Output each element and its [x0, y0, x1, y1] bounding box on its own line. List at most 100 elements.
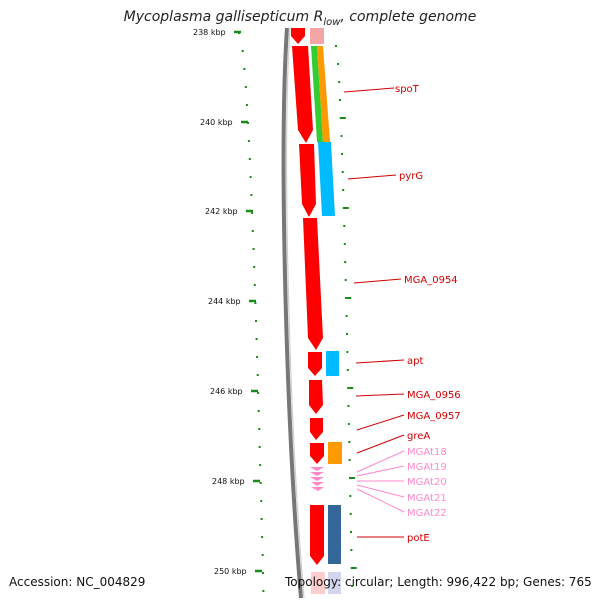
- axis-labels: 238 kbp 240 kbp 242 kbp 244 kbp 246 kbp …: [193, 28, 247, 576]
- gene-arrow-MGA_0957[interactable]: [310, 418, 323, 440]
- gene-label-MGAt19[interactable]: MGAt19: [407, 462, 447, 473]
- gene-label-spoT[interactable]: spoT: [395, 84, 420, 95]
- outer-tick: [342, 207, 349, 209]
- gene-features: [291, 28, 342, 594]
- leader-MGA_0954: [353, 278, 402, 284]
- leader-MGA_0957: [356, 414, 405, 431]
- outer-tick: [349, 495, 352, 497]
- leader-pyrG: [347, 174, 397, 180]
- outer-tick: [340, 135, 343, 137]
- outer-tick: [343, 243, 346, 245]
- genome-backbone-highlight: [286, 27, 305, 599]
- category-bar-pyrG: [318, 142, 335, 216]
- minor-tick: [262, 572, 264, 574]
- leader-MGAt22: [356, 488, 405, 513]
- tick-track: [238, 32, 265, 592]
- outer-tick: [342, 189, 345, 191]
- gene-arrow-bottom-faded: [311, 572, 325, 594]
- category-bar-potE: [328, 505, 341, 564]
- gene-arrow-spoT[interactable]: [292, 46, 313, 143]
- outer-tick: [347, 405, 350, 407]
- gene-label-pyrG[interactable]: pyrG: [399, 171, 423, 182]
- minor-tick: [259, 482, 262, 484]
- minor-tick: [256, 374, 259, 376]
- strain-subscript: low: [323, 16, 341, 28]
- gene-label-apt[interactable]: apt: [407, 356, 423, 367]
- gene-label-MGA_0957[interactable]: MGA_0957: [407, 411, 461, 422]
- minor-tick: [249, 176, 252, 178]
- gene-label-MGAt20[interactable]: MGAt20: [407, 477, 447, 488]
- outer-tick: [345, 297, 352, 299]
- tick-label-240: 240 kbp: [200, 118, 233, 127]
- outer-tick: [339, 117, 346, 119]
- gene-label-MGAt21[interactable]: MGAt21: [407, 493, 447, 504]
- label-leaders: [343, 87, 405, 538]
- gene-arrow-apt[interactable]: [308, 352, 322, 376]
- gene-arrow-MGAt19[interactable]: [310, 472, 324, 476]
- gene-arrow-MGA_0954[interactable]: [303, 218, 323, 350]
- gene-arrow-potE[interactable]: [310, 505, 324, 565]
- minor-tick: [258, 446, 261, 448]
- outer-tick: [347, 387, 354, 389]
- outer-tick: [344, 261, 347, 263]
- minor-tick: [261, 536, 264, 538]
- outer-tick: [350, 549, 353, 551]
- outer-tick: [341, 153, 344, 155]
- minor-tick: [255, 320, 257, 322]
- gene-arrow-greA[interactable]: [310, 443, 324, 464]
- minor-tick: [257, 392, 260, 394]
- minor-tick: [257, 410, 260, 412]
- gene-label-MGA_0954[interactable]: MGA_0954: [404, 275, 458, 286]
- outer-tick: [343, 225, 346, 227]
- minor-tick: [251, 230, 254, 232]
- minor-tick: [262, 590, 265, 592]
- outer-tick: [346, 369, 349, 371]
- gene-label-MGAt22[interactable]: MGAt22: [407, 508, 447, 519]
- minor-tick: [253, 284, 256, 286]
- outer-tick: [345, 315, 348, 317]
- gene-label-greA[interactable]: greA: [407, 431, 430, 442]
- leader-MGAt21: [356, 484, 405, 498]
- minor-tick: [254, 302, 257, 304]
- minor-tick: [250, 194, 253, 196]
- gene-arrow-MGAt21[interactable]: [311, 482, 324, 486]
- category-bar-greA: [328, 442, 342, 464]
- minor-tick: [243, 68, 246, 70]
- gene-arrow-MGAt18[interactable]: [310, 467, 324, 471]
- gene-labels: spoT pyrG MGA_0954 apt MGA_0956 MGA_0957…: [395, 84, 461, 544]
- gene-arrow-MGA_0956[interactable]: [309, 380, 323, 414]
- gene-arrow-MGAt22[interactable]: [311, 487, 324, 491]
- gene-arrow-pyrG[interactable]: [299, 144, 316, 217]
- tick-label-248: 248 kbp: [212, 477, 245, 486]
- outer-tick: [349, 513, 352, 515]
- gene-label-MGA_0956[interactable]: MGA_0956: [407, 390, 461, 401]
- outer-tick: [338, 81, 341, 83]
- outer-tick: [350, 531, 352, 533]
- gene-arrow-top: [291, 28, 305, 44]
- minor-tick: [248, 158, 251, 160]
- minor-tick: [245, 104, 248, 106]
- gene-label-MGAt18[interactable]: MGAt18: [407, 447, 447, 458]
- leader-MGAt18: [356, 450, 405, 473]
- leader-MGA_0956: [355, 393, 405, 397]
- leader-greA: [356, 434, 405, 454]
- leader-apt: [355, 359, 405, 364]
- category-bar-spoT-green: [311, 46, 323, 142]
- minor-tick: [260, 518, 263, 520]
- gene-label-potE[interactable]: potE: [407, 533, 430, 544]
- outer-tick: [337, 63, 340, 65]
- outer-tick: [341, 171, 344, 173]
- tick-label-244: 244 kbp: [208, 297, 241, 306]
- outer-tick: [347, 423, 350, 425]
- tick-label-246: 246 kbp: [210, 387, 243, 396]
- category-bar-bottom-faded: [328, 572, 341, 594]
- category-bar-spoT-orange: [317, 46, 330, 142]
- outer-tick: [344, 279, 347, 281]
- gene-arrow-MGAt20[interactable]: [310, 477, 324, 481]
- category-bar-apt: [326, 351, 339, 376]
- category-bar-top: [310, 28, 324, 44]
- minor-tick: [251, 212, 254, 214]
- outer-tick: [348, 441, 351, 443]
- minor-tick: [258, 428, 261, 430]
